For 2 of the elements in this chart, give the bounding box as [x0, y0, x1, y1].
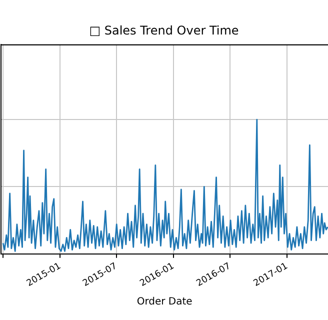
chart-title: □ Sales Trend Over Time	[89, 23, 239, 38]
x-axis-title: Order Date	[136, 296, 192, 308]
